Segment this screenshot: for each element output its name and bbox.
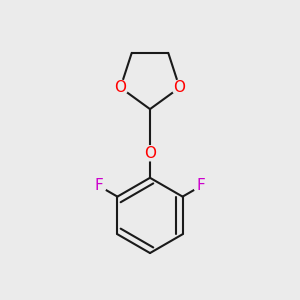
Circle shape [142, 146, 158, 161]
Text: O: O [114, 80, 126, 95]
Text: O: O [174, 80, 186, 95]
Text: F: F [196, 178, 206, 194]
Circle shape [194, 179, 208, 193]
Text: F: F [94, 178, 103, 194]
Circle shape [172, 80, 187, 95]
Circle shape [92, 179, 106, 193]
Text: O: O [144, 146, 156, 161]
Circle shape [113, 80, 128, 95]
